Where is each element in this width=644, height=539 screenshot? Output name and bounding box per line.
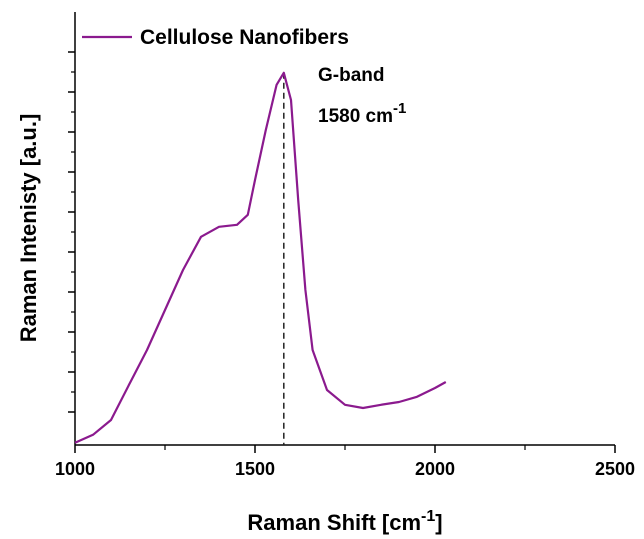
x-axis-label-sup: -1 [421,508,435,525]
x-tick-label: 1500 [235,459,275,479]
x-tick-label: 2000 [415,459,455,479]
x-tick-label: 1000 [55,459,95,479]
series-line [74,71,447,444]
x-axis-label-text: Raman Shift [cm [247,510,421,535]
x-axis-label: Raman Shift [cm-1] [247,508,442,535]
legend-label: Cellulose Nanofibers [140,26,349,49]
annotation-position: 1580 cm-1 [318,100,406,127]
x-tick-label: 2500 [595,459,635,479]
x-axis-label-end: ] [435,510,442,535]
annotation-band: G-band [318,65,385,86]
y-axis-label: Raman Intenisty [a.u.] [16,114,41,343]
annotation-text: 1580 cm [318,106,393,127]
annotation-sup: -1 [393,100,406,117]
